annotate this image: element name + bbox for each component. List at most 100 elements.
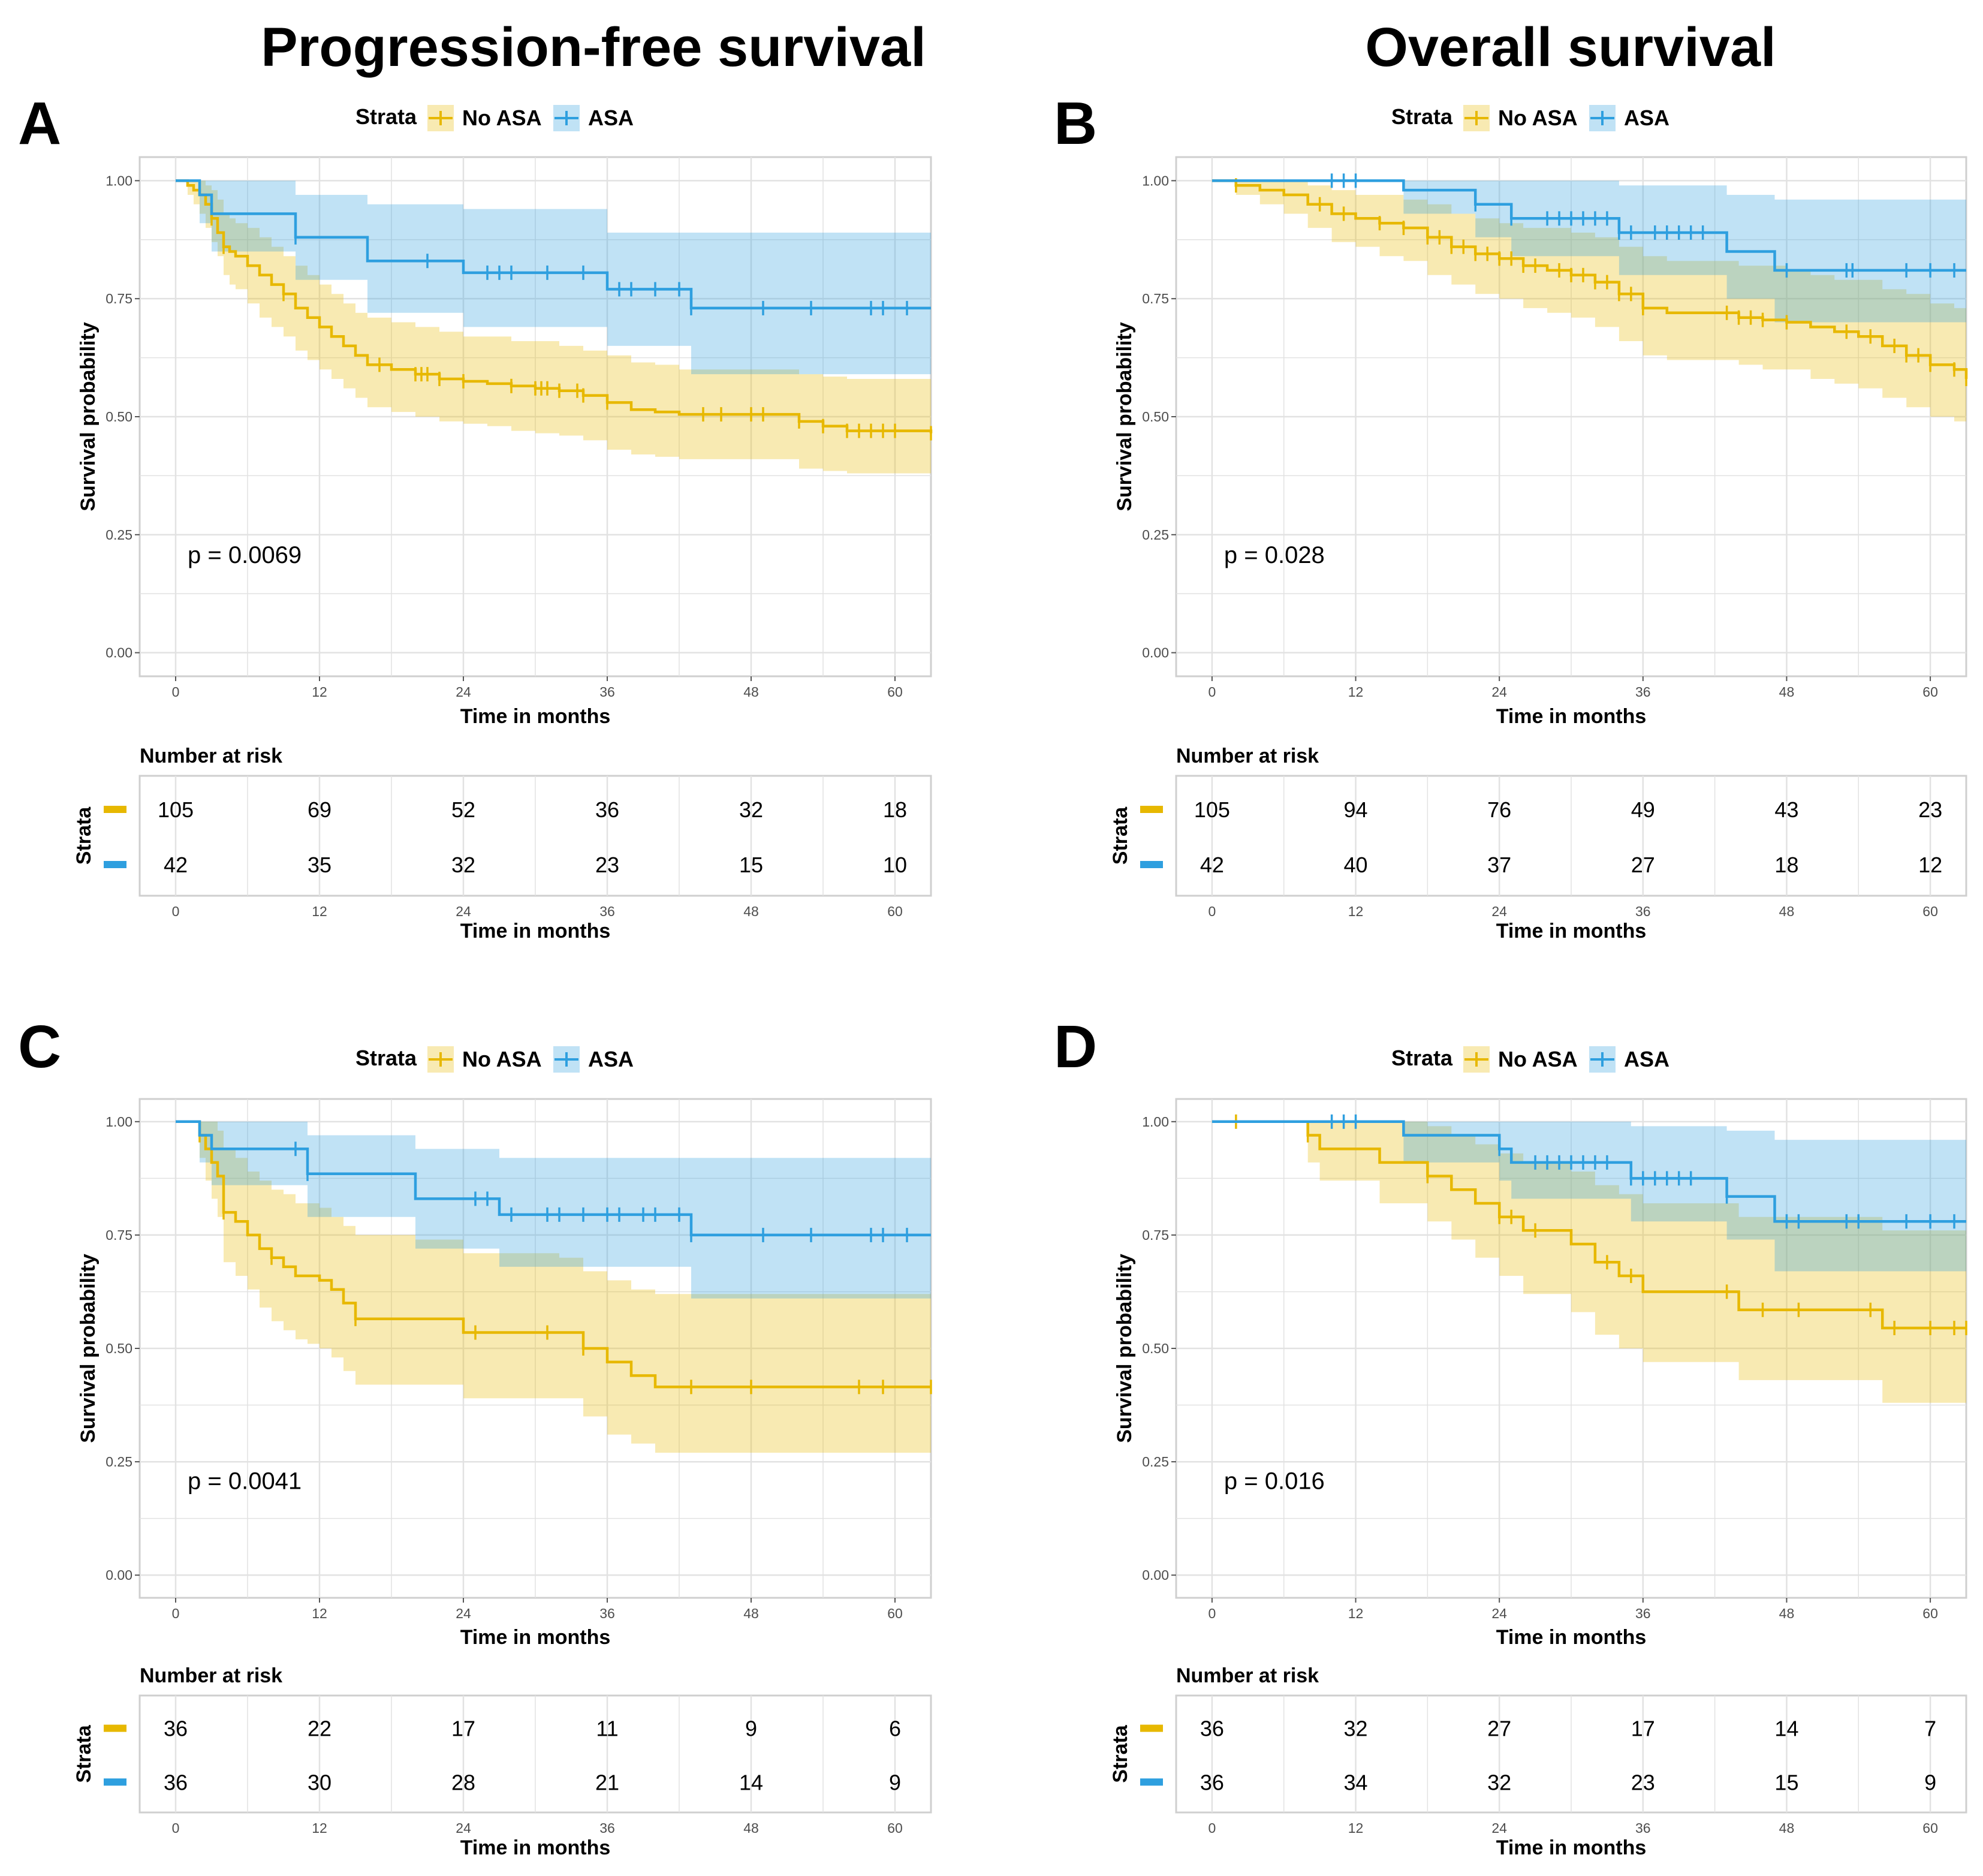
x-tick-label: 12 xyxy=(312,684,327,700)
legend-label-no-asa: No ASA xyxy=(462,1047,542,1071)
risk-x-tick-label: 60 xyxy=(887,1820,903,1836)
legend-label-no-asa: No ASA xyxy=(1498,1047,1578,1071)
risk-x-axis-title: Time in months xyxy=(460,920,611,942)
y-tick-label: 0.75 xyxy=(1142,1227,1169,1243)
x-tick-label: 48 xyxy=(743,1606,759,1621)
y-tick-label: 0.25 xyxy=(1142,1454,1169,1470)
legend-title: Strata xyxy=(1391,1046,1453,1070)
legend-key-asa xyxy=(1589,1046,1616,1073)
x-axis-title: Time in months xyxy=(1496,1626,1647,1649)
risk-count: 17 xyxy=(451,1717,475,1741)
confidence-band-asa xyxy=(176,1121,931,1299)
survival-line-no-asa xyxy=(176,1120,931,1389)
legend-key-no-asa xyxy=(427,1046,454,1073)
panel-letter-d: D xyxy=(1054,1013,1097,1080)
risk-count: 18 xyxy=(883,797,907,822)
risk-count: 32 xyxy=(451,853,475,877)
risk-x-tick-label: 0 xyxy=(1209,904,1216,919)
risk-count: 21 xyxy=(595,1770,619,1794)
x-tick-label: 36 xyxy=(1635,1606,1651,1621)
x-tick-label: 60 xyxy=(1922,1606,1938,1621)
risk-x-tick-label: 36 xyxy=(599,1820,615,1836)
risk-count: 32 xyxy=(739,797,763,822)
risk-count: 9 xyxy=(1924,1770,1936,1794)
legend-key-no-asa xyxy=(427,105,454,131)
risk-count: 36 xyxy=(595,797,619,822)
risk-x-tick-label: 12 xyxy=(1348,904,1364,919)
legend-label-asa: ASA xyxy=(588,1047,634,1071)
risk-x-axis-title: Time in months xyxy=(1496,920,1647,942)
risk-count: 34 xyxy=(1344,1770,1368,1794)
risk-x-tick-label: 36 xyxy=(1635,1820,1651,1836)
panel-letter-b: B xyxy=(1054,90,1097,157)
legend-key-no-asa xyxy=(1463,105,1490,131)
risk-count: 52 xyxy=(451,797,475,822)
risk-x-axis-title: Time in months xyxy=(460,1836,611,1859)
risk-y-axis-title: Strata xyxy=(73,1724,95,1782)
x-tick-label: 0 xyxy=(1209,684,1216,700)
column-title-os: Overall survival xyxy=(1365,17,1776,78)
risk-x-tick-label: 48 xyxy=(1779,1820,1795,1836)
y-axis-title: Survival probability xyxy=(1113,322,1136,511)
risk-count: 18 xyxy=(1774,853,1798,877)
y-tick-label: 0.00 xyxy=(1142,645,1169,661)
legend: Strata No ASA ASA xyxy=(1391,104,1669,131)
y-tick-label: 0.75 xyxy=(1142,291,1169,306)
x-tick-label: 24 xyxy=(1491,1606,1507,1621)
x-tick-label: 48 xyxy=(1779,1606,1795,1621)
risk-y-axis-title: Strata xyxy=(1109,806,1132,865)
risk-x-tick-label: 0 xyxy=(172,904,180,919)
risk-count: 36 xyxy=(1200,1717,1224,1741)
y-tick-label: 0.25 xyxy=(106,527,132,543)
legend-label-asa: ASA xyxy=(1624,106,1669,130)
y-tick-label: 0.50 xyxy=(106,1341,132,1356)
x-tick-label: 12 xyxy=(1348,684,1364,700)
x-tick-label: 0 xyxy=(172,684,180,700)
x-tick-label: 60 xyxy=(1922,684,1938,700)
risk-x-tick-label: 12 xyxy=(312,1820,327,1836)
survival-line-asa xyxy=(176,179,931,310)
risk-count: 6 xyxy=(889,1717,901,1741)
legend-label-no-asa: No ASA xyxy=(462,106,542,130)
legend-title: Strata xyxy=(355,1046,417,1070)
p-value: p = 0.028 xyxy=(1224,542,1325,568)
y-tick-label: 0.50 xyxy=(106,409,132,424)
legend: Strata No ASA ASA xyxy=(1391,1046,1669,1073)
risk-x-tick-label: 0 xyxy=(172,1820,180,1836)
x-tick-label: 0 xyxy=(172,1606,180,1621)
legend-key-asa xyxy=(553,105,580,131)
risk-count: 49 xyxy=(1631,797,1655,822)
x-tick-label: 24 xyxy=(456,1606,471,1621)
survival-line-asa xyxy=(1212,179,1966,272)
risk-x-tick-label: 36 xyxy=(1635,904,1651,919)
x-tick-label: 36 xyxy=(599,684,615,700)
risk-table-title: Number at risk xyxy=(140,745,282,767)
legend-key-asa xyxy=(553,1046,580,1073)
risk-x-tick-label: 48 xyxy=(743,904,759,919)
panel-letter-a: A xyxy=(18,90,61,157)
y-tick-label: 0.00 xyxy=(106,1567,132,1583)
p-value: p = 0.0069 xyxy=(188,542,302,568)
x-tick-label: 60 xyxy=(887,1606,903,1621)
risk-count: 17 xyxy=(1631,1717,1655,1741)
gridlines xyxy=(140,1099,931,1598)
risk-count: 42 xyxy=(164,853,188,877)
risk-row-swatch-asa xyxy=(104,1778,126,1786)
y-tick-label: 0.75 xyxy=(106,1227,132,1243)
risk-x-tick-label: 36 xyxy=(599,904,615,919)
y-tick-label: 0.00 xyxy=(106,645,132,661)
risk-count: 23 xyxy=(1918,797,1942,822)
risk-count: 36 xyxy=(164,1717,188,1741)
survival-line-asa xyxy=(176,1120,931,1237)
risk-count: 94 xyxy=(1344,797,1368,822)
legend-title: Strata xyxy=(1391,104,1453,129)
y-tick-label: 1.00 xyxy=(106,173,132,188)
legend-label-asa: ASA xyxy=(588,106,634,130)
x-tick-label: 24 xyxy=(456,684,471,700)
panel-a: A Strata No ASA ASA 0.00 0.25 0.50 0.75 1.00 0 12 2… xyxy=(18,90,933,942)
risk-count: 30 xyxy=(308,1770,331,1794)
risk-row-swatch-no-asa xyxy=(104,806,126,813)
risk-count: 15 xyxy=(739,853,763,877)
risk-row-swatch-no-asa xyxy=(104,1724,126,1732)
